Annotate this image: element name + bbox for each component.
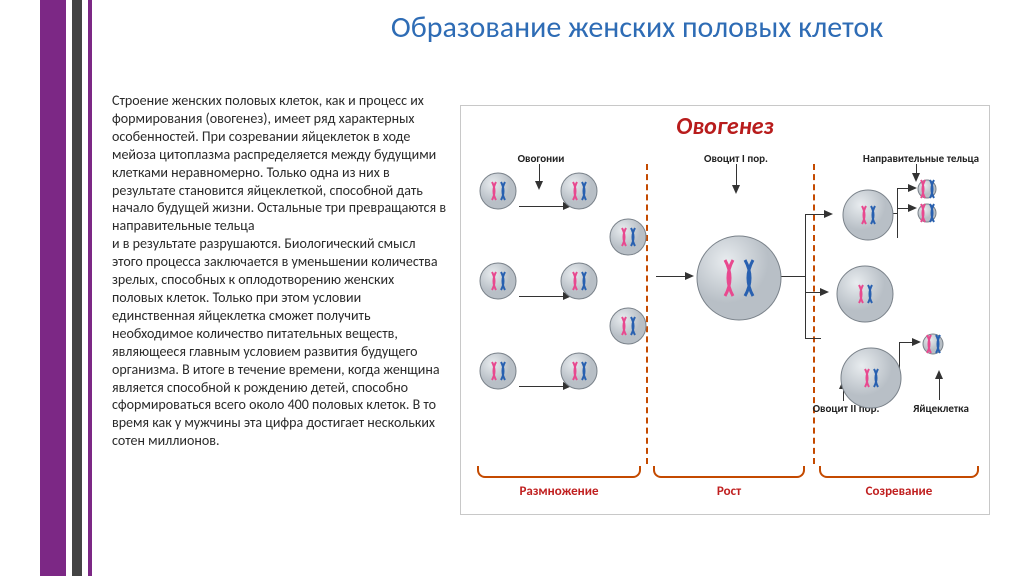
stage-label-3: Созревание bbox=[819, 484, 979, 499]
arrow-right-icon bbox=[820, 288, 829, 296]
arrow-right-icon bbox=[912, 338, 921, 346]
cell-icon bbox=[478, 261, 518, 301]
label-ovogonii: Овогонии bbox=[501, 152, 581, 165]
label-polar: Направительные тельца bbox=[851, 152, 991, 165]
ovogenesis-diagram: Овогенез Овогонии Овоцит I пор. Направит… bbox=[460, 105, 990, 515]
stage-label-1: Размножение bbox=[477, 484, 641, 499]
arrow-stem bbox=[897, 188, 898, 238]
arrow-stem bbox=[805, 338, 821, 339]
arrow-up-icon bbox=[935, 370, 943, 379]
stage-brace bbox=[653, 466, 805, 478]
arrow-stem bbox=[805, 292, 821, 293]
cell-icon bbox=[478, 351, 518, 391]
page-title: Образование женских половых клеток bbox=[290, 10, 984, 46]
accent-stripe-thin bbox=[88, 0, 92, 576]
arrow-right-icon bbox=[824, 210, 833, 218]
stage-brace bbox=[477, 466, 641, 478]
cell-icon bbox=[559, 261, 599, 301]
cell-icon bbox=[921, 332, 945, 356]
arrow-stem bbox=[805, 214, 806, 338]
arrow-stem bbox=[519, 206, 564, 207]
label-egg: Яйцеклетка bbox=[901, 402, 981, 415]
cell-icon bbox=[608, 306, 648, 346]
arrow-stem bbox=[519, 296, 564, 297]
cell-icon bbox=[695, 234, 783, 322]
arrow-stem bbox=[899, 342, 913, 343]
arrow-down-icon bbox=[535, 181, 543, 190]
arrow-stem bbox=[805, 214, 825, 215]
arrow-stem bbox=[539, 164, 540, 182]
arrow-stem bbox=[519, 386, 564, 387]
cell-icon bbox=[841, 188, 895, 242]
cell-icon bbox=[559, 171, 599, 211]
stage-brace bbox=[819, 466, 979, 478]
cell-icon bbox=[478, 171, 518, 211]
separator-2 bbox=[813, 164, 815, 464]
arrow-stem bbox=[656, 276, 686, 277]
cell-icon bbox=[835, 264, 895, 324]
cell-icon bbox=[608, 217, 648, 257]
arrow-stem bbox=[736, 164, 737, 186]
cell-icon bbox=[916, 178, 938, 200]
arrow-stem bbox=[781, 276, 805, 277]
accent-stripe-wide bbox=[40, 0, 66, 576]
cell-icon bbox=[559, 351, 599, 391]
arrow-right-icon bbox=[685, 272, 694, 280]
body-text: Строение женских половых клеток, как и п… bbox=[112, 92, 447, 450]
arrow-stem bbox=[939, 378, 940, 400]
diagram-title: Овогенез bbox=[461, 112, 989, 141]
arrow-down-icon bbox=[732, 185, 740, 194]
stage-label-2: Рост bbox=[653, 484, 805, 499]
accent-stripe-gray bbox=[72, 0, 82, 576]
cell-icon bbox=[839, 346, 903, 410]
cell-icon bbox=[916, 202, 938, 224]
